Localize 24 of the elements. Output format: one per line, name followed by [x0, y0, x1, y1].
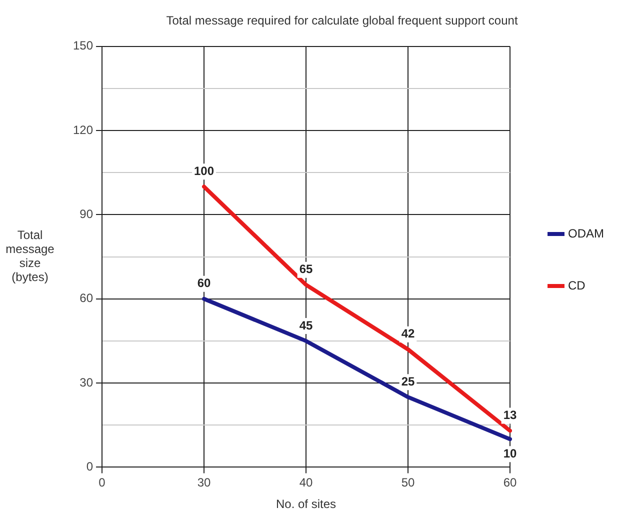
chart-title: Total message required for calculate global frequent support count — [166, 14, 518, 28]
legend-label: CD — [568, 278, 586, 292]
y-tick-label: 150 — [72, 38, 94, 53]
data-label: 10 — [503, 446, 517, 460]
x-tick-label: 0 — [98, 476, 106, 490]
x-tick-label: 30 — [197, 476, 212, 490]
x-tick-label: 60 — [503, 476, 517, 490]
x-tick-label: 40 — [299, 476, 314, 490]
legend-label: ODAM — [568, 226, 604, 240]
data-label: 25 — [401, 374, 415, 388]
y-tick-label: 90 — [80, 207, 94, 222]
y-tick-label: 30 — [80, 375, 94, 390]
data-label: 60 — [197, 276, 212, 290]
x-axis-title: No. of sites — [276, 497, 336, 512]
y-tick-label: 120 — [72, 122, 94, 137]
data-label: 13 — [503, 408, 517, 422]
y-tick-label: 60 — [80, 291, 94, 306]
data-label: 45 — [299, 318, 314, 332]
data-label: 65 — [299, 262, 314, 276]
data-label: 100 — [194, 164, 214, 178]
y-tick-label: 0 — [86, 460, 94, 474]
x-tick-label: 50 — [401, 476, 415, 490]
y-axis-title: Total message size (bytes) — [6, 228, 55, 284]
data-label: 42 — [401, 326, 415, 341]
